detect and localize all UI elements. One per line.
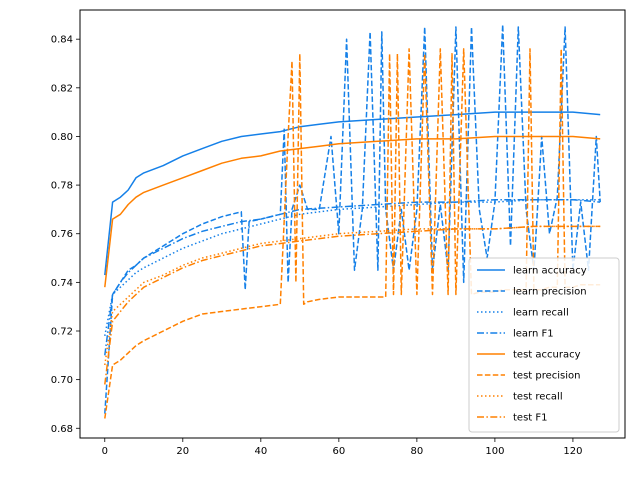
legend-entry-label: test recall [513,392,563,403]
y-tick-label: 0.78 [51,181,73,192]
series-line-learn-recall [104,198,601,337]
y-tick-label: 0.80 [51,132,73,143]
plot-frame [79,9,626,439]
series-line-learn-F1 [104,198,601,356]
legend-entry-label: learn F1 [513,329,554,340]
y-tick-label: 0.74 [51,278,73,289]
y-tick-label: 0.70 [51,375,73,386]
x-tick-label: 60 [332,446,345,457]
legend-entry-label: test F1 [513,413,548,424]
series-line-learn-accuracy [104,111,601,276]
x-tick-label: 80 [411,446,424,457]
y-tick-label: 0.84 [51,35,73,46]
series-line-learn-precision [104,23,601,414]
series-line-test-F1 [104,225,601,385]
legend-entry-label: test precision [513,371,581,382]
series-line-test-accuracy [104,135,601,288]
legend-entry-label: learn precision [513,287,587,298]
legend-entry-label: learn recall [513,308,569,319]
x-tick-label: 0 [102,446,108,457]
series-layer [104,23,601,419]
legend: learn accuracy learn precision learn recal… [468,257,620,433]
x-axis: 0 20 40 60 80 100 120 [102,438,582,457]
x-tick-label: 20 [176,446,189,457]
x-tick-label: 120 [563,446,582,457]
legend-entry-label: learn accuracy [513,266,587,277]
x-tick-label: 100 [485,446,504,457]
series-line-test-recall [104,225,601,366]
y-axis: 0.68 0.70 0.72 0.74 0.76 0.78 0.80 0.82 0.84 [51,35,80,435]
legend-box [468,257,620,433]
legend-entry-label: test accuracy [513,350,581,361]
y-tick-label: 0.76 [51,229,73,240]
x-tick-label: 40 [254,446,267,457]
y-tick-label: 0.82 [51,83,73,94]
y-tick-label: 0.72 [51,327,73,338]
y-tick-label: 0.68 [51,424,73,435]
